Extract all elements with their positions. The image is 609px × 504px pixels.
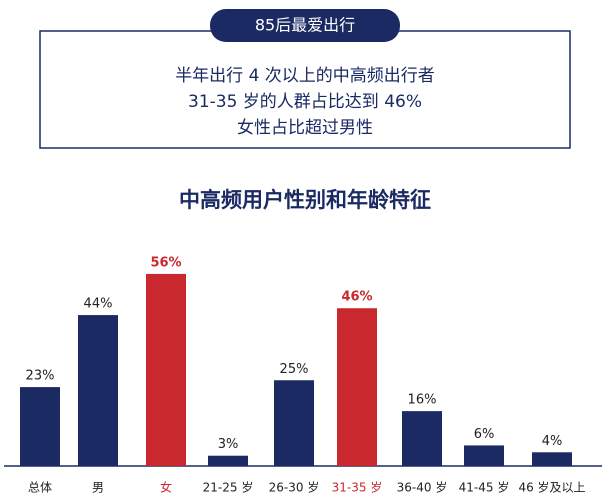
value-label: 25% bbox=[280, 362, 309, 377]
x-tick-label: 21-25 岁 bbox=[203, 480, 254, 495]
x-tick-label: 男 bbox=[92, 481, 104, 495]
value-label: 44% bbox=[84, 297, 113, 312]
chart-title: 中高频用户性别和年龄特征 bbox=[179, 188, 431, 212]
x-tick-label: 女 bbox=[160, 480, 172, 495]
info-line: 女性占比超过男性 bbox=[237, 118, 373, 138]
x-tick-label: 总体 bbox=[28, 481, 52, 495]
bar bbox=[402, 411, 442, 466]
value-label: 4% bbox=[542, 434, 563, 449]
x-tick-label: 41-45 岁 bbox=[459, 480, 510, 495]
value-label: 23% bbox=[26, 369, 55, 384]
bar bbox=[20, 387, 60, 466]
bar bbox=[78, 315, 118, 466]
badge bbox=[210, 9, 400, 42]
x-tick-label: 36-40 岁 bbox=[397, 480, 448, 495]
badge-text: 85后最爱出行 bbox=[255, 16, 355, 35]
bar bbox=[532, 452, 572, 466]
bar bbox=[274, 380, 314, 466]
bar bbox=[208, 455, 248, 466]
value-label: 46% bbox=[341, 290, 372, 305]
x-tick-label: 31-35 岁 bbox=[332, 480, 383, 495]
bar bbox=[337, 308, 377, 466]
bar bbox=[464, 445, 504, 466]
value-label: 56% bbox=[150, 255, 181, 270]
x-tick-label: 46 岁及以上 bbox=[518, 480, 585, 495]
value-label: 16% bbox=[408, 393, 437, 408]
info-line: 31-35 岁的人群占比达到 46% bbox=[188, 92, 422, 112]
value-label: 6% bbox=[474, 427, 495, 442]
info-line: 半年出行 4 次以上的中高频出行者 bbox=[175, 66, 435, 86]
value-label: 3% bbox=[218, 437, 239, 452]
bar bbox=[146, 273, 186, 466]
x-tick-label: 26-30 岁 bbox=[269, 480, 320, 495]
